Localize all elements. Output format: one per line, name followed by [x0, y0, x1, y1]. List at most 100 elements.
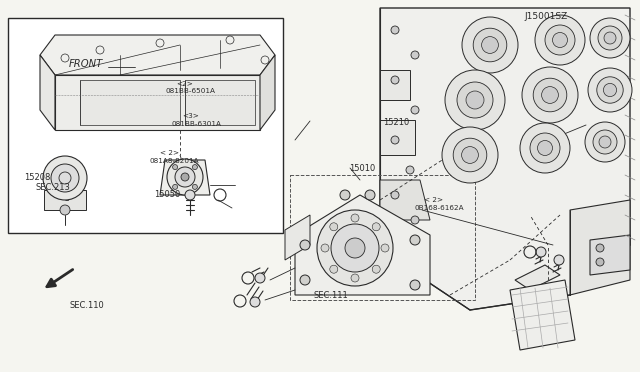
Text: 0B168-6162A: 0B168-6162A: [415, 205, 465, 211]
Circle shape: [330, 223, 338, 231]
Text: 15010: 15010: [349, 164, 375, 173]
Circle shape: [181, 173, 189, 181]
Polygon shape: [260, 55, 275, 130]
Circle shape: [321, 244, 329, 252]
Text: SEC.213: SEC.213: [35, 183, 70, 192]
Circle shape: [536, 247, 546, 257]
Circle shape: [599, 136, 611, 148]
Circle shape: [457, 82, 493, 118]
Circle shape: [372, 223, 380, 231]
Circle shape: [391, 136, 399, 144]
Circle shape: [410, 280, 420, 290]
Circle shape: [585, 122, 625, 162]
Text: SEC.110: SEC.110: [69, 301, 104, 310]
Polygon shape: [160, 160, 210, 195]
Polygon shape: [40, 55, 55, 130]
Circle shape: [345, 238, 365, 258]
Circle shape: [473, 28, 507, 62]
Circle shape: [406, 166, 414, 174]
Circle shape: [340, 190, 350, 200]
Text: FRONT: FRONT: [69, 59, 104, 69]
Polygon shape: [80, 80, 180, 125]
Circle shape: [351, 214, 359, 222]
Circle shape: [453, 138, 487, 172]
Circle shape: [173, 185, 178, 189]
Bar: [8, 18, 283, 233]
Polygon shape: [185, 80, 255, 125]
Circle shape: [596, 77, 623, 103]
Text: 15210: 15210: [383, 118, 409, 127]
Circle shape: [538, 141, 552, 155]
Polygon shape: [40, 35, 275, 75]
Polygon shape: [285, 215, 310, 260]
Circle shape: [250, 297, 260, 307]
Circle shape: [410, 235, 420, 245]
Circle shape: [317, 210, 393, 286]
Circle shape: [193, 164, 197, 170]
Circle shape: [604, 83, 616, 97]
Polygon shape: [570, 200, 630, 295]
Circle shape: [593, 130, 617, 154]
Bar: [290, 175, 475, 300]
Circle shape: [545, 25, 575, 55]
Circle shape: [51, 164, 79, 192]
Circle shape: [330, 265, 338, 273]
Circle shape: [391, 191, 399, 199]
Circle shape: [60, 205, 70, 215]
Circle shape: [596, 244, 604, 252]
Text: 081A8-8201A: 081A8-8201A: [149, 158, 199, 164]
Text: <2>: <2>: [176, 81, 193, 87]
Polygon shape: [380, 120, 415, 155]
Text: 081BB-6501A: 081BB-6501A: [165, 88, 215, 94]
Polygon shape: [515, 265, 560, 290]
Circle shape: [167, 159, 203, 195]
Circle shape: [372, 265, 380, 273]
Circle shape: [391, 76, 399, 84]
Polygon shape: [44, 190, 86, 210]
Circle shape: [462, 17, 518, 73]
Text: 081BB-6301A: 081BB-6301A: [172, 121, 221, 126]
Circle shape: [442, 127, 498, 183]
Circle shape: [466, 91, 484, 109]
Circle shape: [604, 32, 616, 44]
Circle shape: [596, 258, 604, 266]
Circle shape: [391, 26, 399, 34]
Polygon shape: [590, 235, 630, 275]
Text: 15208: 15208: [24, 173, 51, 182]
Circle shape: [552, 32, 568, 48]
Polygon shape: [510, 280, 575, 350]
Circle shape: [598, 26, 622, 50]
Circle shape: [481, 36, 499, 54]
Circle shape: [522, 67, 578, 123]
Circle shape: [535, 15, 585, 65]
Circle shape: [43, 156, 87, 200]
Circle shape: [175, 167, 195, 187]
Circle shape: [590, 18, 630, 58]
Circle shape: [520, 123, 570, 173]
Circle shape: [530, 133, 560, 163]
Text: SEC.111: SEC.111: [314, 291, 348, 300]
Text: < 2>: < 2>: [160, 150, 179, 156]
Polygon shape: [380, 70, 410, 100]
Circle shape: [300, 240, 310, 250]
Polygon shape: [380, 8, 630, 310]
Circle shape: [554, 255, 564, 265]
Circle shape: [185, 190, 195, 200]
Circle shape: [351, 274, 359, 282]
Circle shape: [331, 224, 379, 272]
Circle shape: [381, 244, 389, 252]
Circle shape: [445, 70, 505, 130]
Circle shape: [588, 68, 632, 112]
Circle shape: [193, 185, 197, 189]
Circle shape: [173, 164, 178, 170]
Text: 15050: 15050: [154, 190, 180, 199]
Circle shape: [411, 51, 419, 59]
Circle shape: [533, 78, 567, 112]
Circle shape: [300, 275, 310, 285]
Circle shape: [541, 87, 558, 103]
Circle shape: [461, 147, 478, 163]
Circle shape: [365, 190, 375, 200]
Circle shape: [411, 216, 419, 224]
Circle shape: [411, 106, 419, 114]
Circle shape: [255, 273, 265, 283]
